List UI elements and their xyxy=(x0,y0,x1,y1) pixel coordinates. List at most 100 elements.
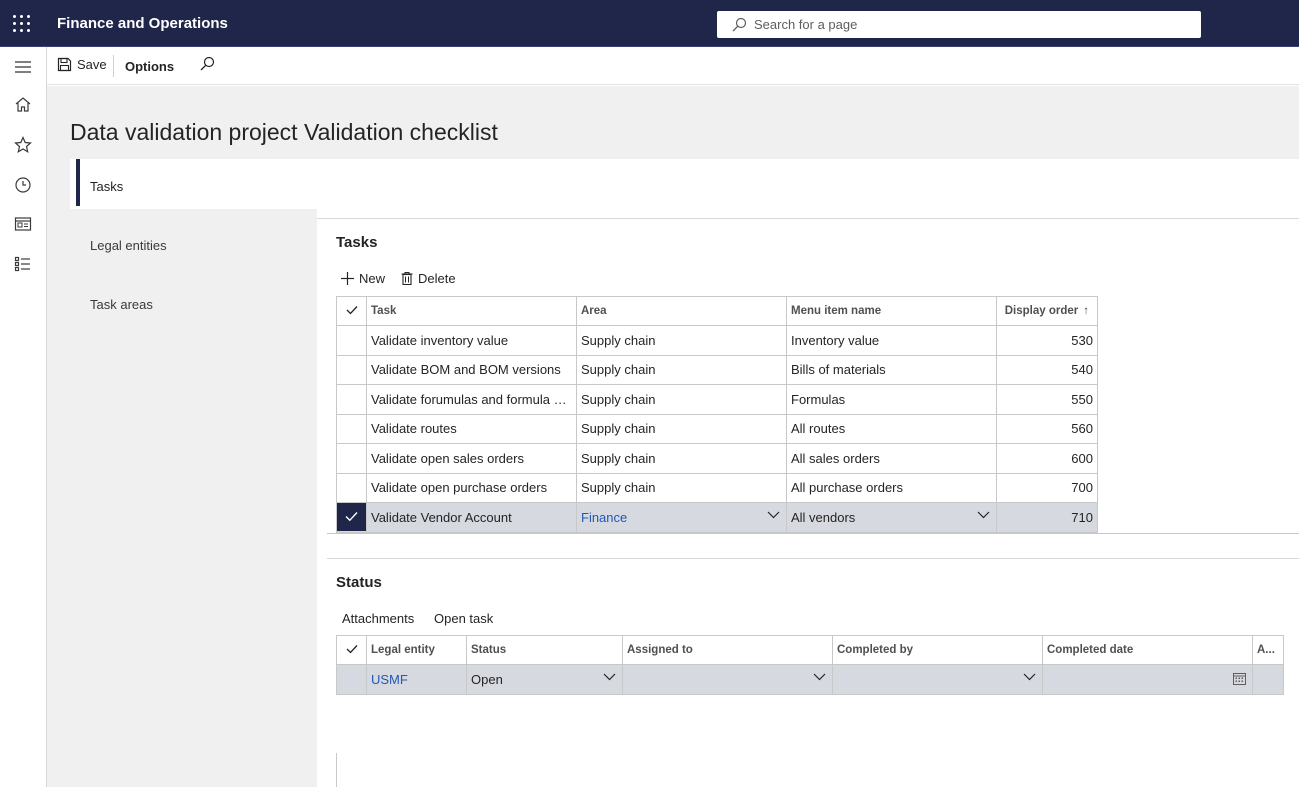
chevron-down-icon[interactable] xyxy=(767,511,780,519)
table-row[interactable]: Validate BOM and BOM versions Supply cha… xyxy=(336,354,1098,385)
table-row[interactable]: Validate open purchase orders Supply cha… xyxy=(336,472,1098,503)
row-checkbox[interactable] xyxy=(336,413,367,444)
column-header-menu-item-name[interactable]: Menu item name xyxy=(786,296,997,326)
menu-item-cell[interactable]: All routes xyxy=(786,413,997,444)
delete-label: Delete xyxy=(418,271,456,286)
area-cell[interactable]: Supply chain xyxy=(576,354,787,385)
display-order-cell[interactable]: 560 xyxy=(996,413,1098,444)
hamburger-menu-icon[interactable] xyxy=(11,55,35,79)
column-header-task[interactable]: Task xyxy=(366,296,577,326)
display-order-cell[interactable]: 600 xyxy=(996,443,1098,474)
search-box[interactable] xyxy=(717,11,1201,38)
table-row[interactable]: Validate forumulas and formula versions … xyxy=(336,384,1098,415)
search-input[interactable] xyxy=(754,11,1184,38)
status-grid-header: Legal entity Status Assigned to Complete… xyxy=(336,635,1284,665)
vertical-tabs: Tasks Legal entities Task areas xyxy=(70,159,317,787)
area-link[interactable]: Finance xyxy=(581,509,628,525)
sort-ascending-icon[interactable]: ↑ xyxy=(1083,305,1089,317)
delete-button[interactable]: Delete xyxy=(401,271,456,286)
menu-item-cell[interactable]: All purchase orders xyxy=(786,472,997,503)
column-header-display-order[interactable]: Display order ↑ xyxy=(996,296,1098,326)
task-cell[interactable]: Validate open purchase orders xyxy=(366,472,577,503)
workspaces-icon[interactable] xyxy=(11,212,35,236)
column-header-area[interactable]: Area xyxy=(576,296,787,326)
completed-by-dropdown[interactable] xyxy=(832,664,1043,695)
row-checkbox-checked[interactable] xyxy=(336,502,367,533)
home-icon[interactable] xyxy=(11,93,35,117)
display-order-cell[interactable]: 700 xyxy=(996,472,1098,503)
new-button[interactable]: New xyxy=(341,271,385,286)
area-dropdown[interactable]: Finance xyxy=(576,502,787,533)
select-all-checkbox[interactable] xyxy=(336,635,367,665)
tab-task-areas[interactable]: Task areas xyxy=(70,278,317,328)
area-cell[interactable]: Supply chain xyxy=(576,384,787,415)
chevron-down-icon[interactable] xyxy=(1023,673,1036,681)
column-header-status[interactable]: Status xyxy=(466,635,623,665)
task-cell[interactable]: Validate BOM and BOM versions xyxy=(366,354,577,385)
tasks-grid-header: Task Area Menu item name Display order ↑ xyxy=(336,296,1098,326)
area-cell[interactable]: Supply chain xyxy=(576,472,787,503)
row-checkbox[interactable] xyxy=(336,354,367,385)
row-checkbox[interactable] xyxy=(336,384,367,415)
legal-entity-link[interactable]: USMF xyxy=(371,671,408,687)
menu-item-cell[interactable]: Bills of materials xyxy=(786,354,997,385)
display-order-cell[interactable]: 710 xyxy=(996,502,1098,533)
area-cell[interactable]: Supply chain xyxy=(576,443,787,474)
menu-item-dropdown[interactable]: All vendors xyxy=(786,502,997,533)
area-cell[interactable]: Supply chain xyxy=(576,413,787,444)
action-separator xyxy=(113,55,114,77)
table-row[interactable]: Validate routes Supply chain All routes … xyxy=(336,413,1098,444)
column-header-truncated[interactable]: A... xyxy=(1252,635,1284,665)
open-task-button[interactable]: Open task xyxy=(434,611,494,626)
menu-item-cell[interactable]: Inventory value xyxy=(786,325,997,356)
app-launcher-icon[interactable] xyxy=(13,15,31,33)
task-cell[interactable]: Validate routes xyxy=(366,413,577,444)
row-checkbox[interactable] xyxy=(336,472,367,503)
new-label: New xyxy=(359,271,386,286)
task-cell[interactable]: Validate inventory value xyxy=(366,325,577,356)
column-header-legal-entity[interactable]: Legal entity xyxy=(366,635,467,665)
task-cell[interactable]: Validate Vendor Account xyxy=(366,502,577,533)
save-button[interactable]: Save xyxy=(57,57,107,72)
favorites-star-icon[interactable] xyxy=(11,133,35,157)
find-icon[interactable] xyxy=(199,56,215,75)
area-cell[interactable]: Supply chain xyxy=(576,325,787,356)
assigned-to-dropdown[interactable] xyxy=(622,664,833,695)
display-order-cell[interactable]: 530 xyxy=(996,325,1098,356)
recent-clock-icon[interactable] xyxy=(11,173,35,197)
menu-item-cell[interactable]: Formulas xyxy=(786,384,997,415)
modules-list-icon[interactable] xyxy=(11,252,35,276)
legal-entity-cell[interactable]: USMF xyxy=(366,664,467,695)
status-dropdown[interactable]: Open xyxy=(466,664,623,695)
app-title[interactable]: Finance and Operations xyxy=(57,15,228,32)
column-header-completed-by[interactable]: Completed by xyxy=(832,635,1043,665)
display-order-cell[interactable]: 540 xyxy=(996,354,1098,385)
column-header-assigned-to[interactable]: Assigned to xyxy=(622,635,833,665)
chevron-down-icon[interactable] xyxy=(603,673,616,681)
menu-item-cell[interactable]: All sales orders xyxy=(786,443,997,474)
chevron-down-icon[interactable] xyxy=(977,511,990,519)
checkmark-icon xyxy=(346,305,357,314)
task-cell[interactable]: Validate forumulas and formula versions xyxy=(366,384,577,415)
table-row-selected[interactable]: USMF Open xyxy=(336,664,1284,695)
table-row[interactable]: Validate inventory value Supply chain In… xyxy=(336,325,1098,356)
row-checkbox[interactable] xyxy=(336,443,367,474)
table-row-selected[interactable]: Validate Vendor Account Finance All vend… xyxy=(336,502,1098,533)
calendar-icon[interactable] xyxy=(1233,672,1246,685)
row-checkbox[interactable] xyxy=(336,664,367,695)
display-order-cell[interactable]: 550 xyxy=(996,384,1098,415)
checkmark-icon xyxy=(346,644,357,653)
tab-legal-entities[interactable]: Legal entities xyxy=(70,219,317,269)
tab-tasks[interactable]: Tasks xyxy=(70,159,317,209)
row-checkbox[interactable] xyxy=(336,325,367,356)
completed-date-field[interactable] xyxy=(1042,664,1253,695)
truncated-cell[interactable] xyxy=(1252,664,1284,695)
chevron-down-icon[interactable] xyxy=(813,673,826,681)
task-cell[interactable]: Validate open sales orders xyxy=(366,443,577,474)
options-button[interactable]: Options xyxy=(125,59,175,74)
column-header-completed-date[interactable]: Completed date xyxy=(1042,635,1253,665)
select-all-checkbox[interactable] xyxy=(336,296,367,326)
attachments-button[interactable]: Attachments xyxy=(342,611,415,626)
table-row[interactable]: Validate open sales orders Supply chain … xyxy=(336,443,1098,474)
tab-header-spacer xyxy=(317,159,1299,219)
